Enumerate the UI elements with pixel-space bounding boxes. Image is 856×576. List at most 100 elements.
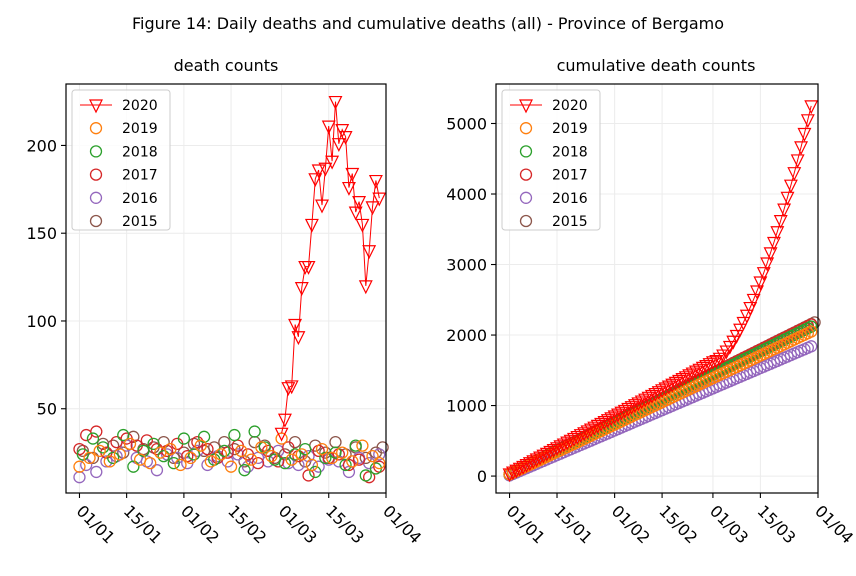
legend-label-2020: 2020 <box>552 98 588 114</box>
data-point-2017 <box>80 428 93 442</box>
data-point-2020 <box>546 444 561 458</box>
data-point-2020 <box>773 214 788 229</box>
legend-marker-2017 <box>519 168 533 181</box>
y-tick-label: 1000 <box>446 397 487 416</box>
data-point-2020 <box>668 376 683 391</box>
data-point-2019 <box>255 441 268 454</box>
data-point-2019 <box>83 451 96 465</box>
data-point-2019 <box>235 444 248 458</box>
cumulative-death-counts-panel: cumulative death counts 0 1000 2000 3000 400… <box>446 56 856 547</box>
data-point-2020 <box>783 179 798 194</box>
data-point-2020 <box>651 386 666 401</box>
data-point-2020 <box>519 458 534 473</box>
data-point-2016 <box>90 465 103 479</box>
legend-marker-2015 <box>519 214 533 228</box>
data-point-2019 <box>305 458 319 472</box>
legend-label-2018: 2018 <box>552 144 588 160</box>
data-point-2020 <box>556 438 571 453</box>
data-point-2020 <box>614 406 629 421</box>
legend-marker-2017 <box>89 168 103 181</box>
data-point-2016 <box>150 464 164 477</box>
data-point-2018 <box>177 432 191 445</box>
data-point-2018 <box>127 460 140 473</box>
data-point-2018 <box>228 428 241 442</box>
data-point-2020 <box>641 391 656 406</box>
data-point-2019 <box>174 458 187 472</box>
data-point-2019 <box>103 455 116 468</box>
x-axis: 01/01 15/01 01/02 15/02 01/03 15/03 01/04 <box>503 493 856 547</box>
data-point-2020 <box>665 378 680 393</box>
data-point-2018 <box>197 430 211 443</box>
data-point-2020 <box>550 442 564 457</box>
data-point-2020 <box>516 460 531 475</box>
data-point-2018 <box>187 448 201 461</box>
x-tick-label: 01/03 <box>706 501 752 547</box>
data-point-2018 <box>167 457 180 470</box>
data-point-2020 <box>365 201 380 216</box>
data-point-2020 <box>328 95 343 110</box>
data-point-2016 <box>80 458 93 472</box>
data-point-2018 <box>76 448 89 461</box>
series-2018 <box>76 425 383 482</box>
legend-marker-2020 <box>519 99 533 114</box>
data-point-2019 <box>123 437 137 450</box>
data-point-2018 <box>107 451 120 465</box>
data-point-2020 <box>288 318 303 333</box>
data-point-2019 <box>184 451 197 465</box>
data-point-2020 <box>372 192 387 207</box>
data-point-2020 <box>522 457 537 472</box>
data-point-2018 <box>248 425 261 438</box>
data-point-2018 <box>258 441 271 454</box>
legend-marker-2019 <box>519 122 533 135</box>
data-point-2020 <box>509 464 524 479</box>
data-point-2018 <box>86 432 100 445</box>
data-point-2020 <box>505 466 520 481</box>
data-point-2020 <box>617 404 632 419</box>
data-point-2020 <box>580 425 595 440</box>
data-point-2020 <box>355 218 370 233</box>
data-point-2018 <box>218 444 231 458</box>
data-point-2019 <box>325 451 339 465</box>
data-point-2020 <box>335 124 350 138</box>
legend: 2020 2019 2018 2017 2016 2015 <box>71 89 171 231</box>
x-tick-label: 01/04 <box>811 501 856 547</box>
y-axis: 0 1000 2000 3000 4000 5000 <box>446 114 496 486</box>
data-point-2018 <box>117 428 130 442</box>
data-point-2020 <box>358 280 373 295</box>
x-tick-label: 01/04 <box>379 501 425 547</box>
legend-marker-2019 <box>89 122 103 135</box>
data-point-2020 <box>539 447 554 462</box>
data-point-2020 <box>512 462 527 477</box>
data-point-2020 <box>274 427 289 442</box>
data-point-2017 <box>302 469 315 482</box>
legend-marker-2016 <box>519 191 533 204</box>
data-point-2020 <box>702 358 717 373</box>
data-point-2020 <box>648 387 663 402</box>
legend-entry-2016: 2016 <box>89 191 158 207</box>
data-point-2019 <box>285 453 298 466</box>
data-point-2020 <box>672 374 687 389</box>
data-point-2019 <box>224 460 238 473</box>
x-tick-label: 15/03 <box>322 501 368 547</box>
data-point-2020 <box>607 410 622 425</box>
data-point-2020 <box>678 371 693 386</box>
y-tick-label: 4000 <box>446 185 487 204</box>
data-point-2020 <box>760 257 775 272</box>
data-point-2018 <box>137 444 150 458</box>
data-point-2020 <box>739 309 754 324</box>
legend-entry-2017: 2017 <box>519 168 588 184</box>
data-point-2020 <box>338 131 353 146</box>
data-point-2020 <box>277 413 292 428</box>
data-point-2019 <box>295 448 308 461</box>
y-tick-label: 100 <box>26 312 57 331</box>
data-point-2020 <box>502 468 517 483</box>
data-point-2020 <box>733 323 748 338</box>
x-tick-label: 15/02 <box>224 501 270 547</box>
data-point-2020 <box>533 451 548 466</box>
data-point-2019 <box>113 448 127 461</box>
data-point-2019 <box>164 442 177 456</box>
legend-marker-2018 <box>519 145 533 158</box>
data-point-2020 <box>345 167 360 182</box>
data-point-2020 <box>699 359 714 374</box>
data-point-2019 <box>214 448 228 461</box>
